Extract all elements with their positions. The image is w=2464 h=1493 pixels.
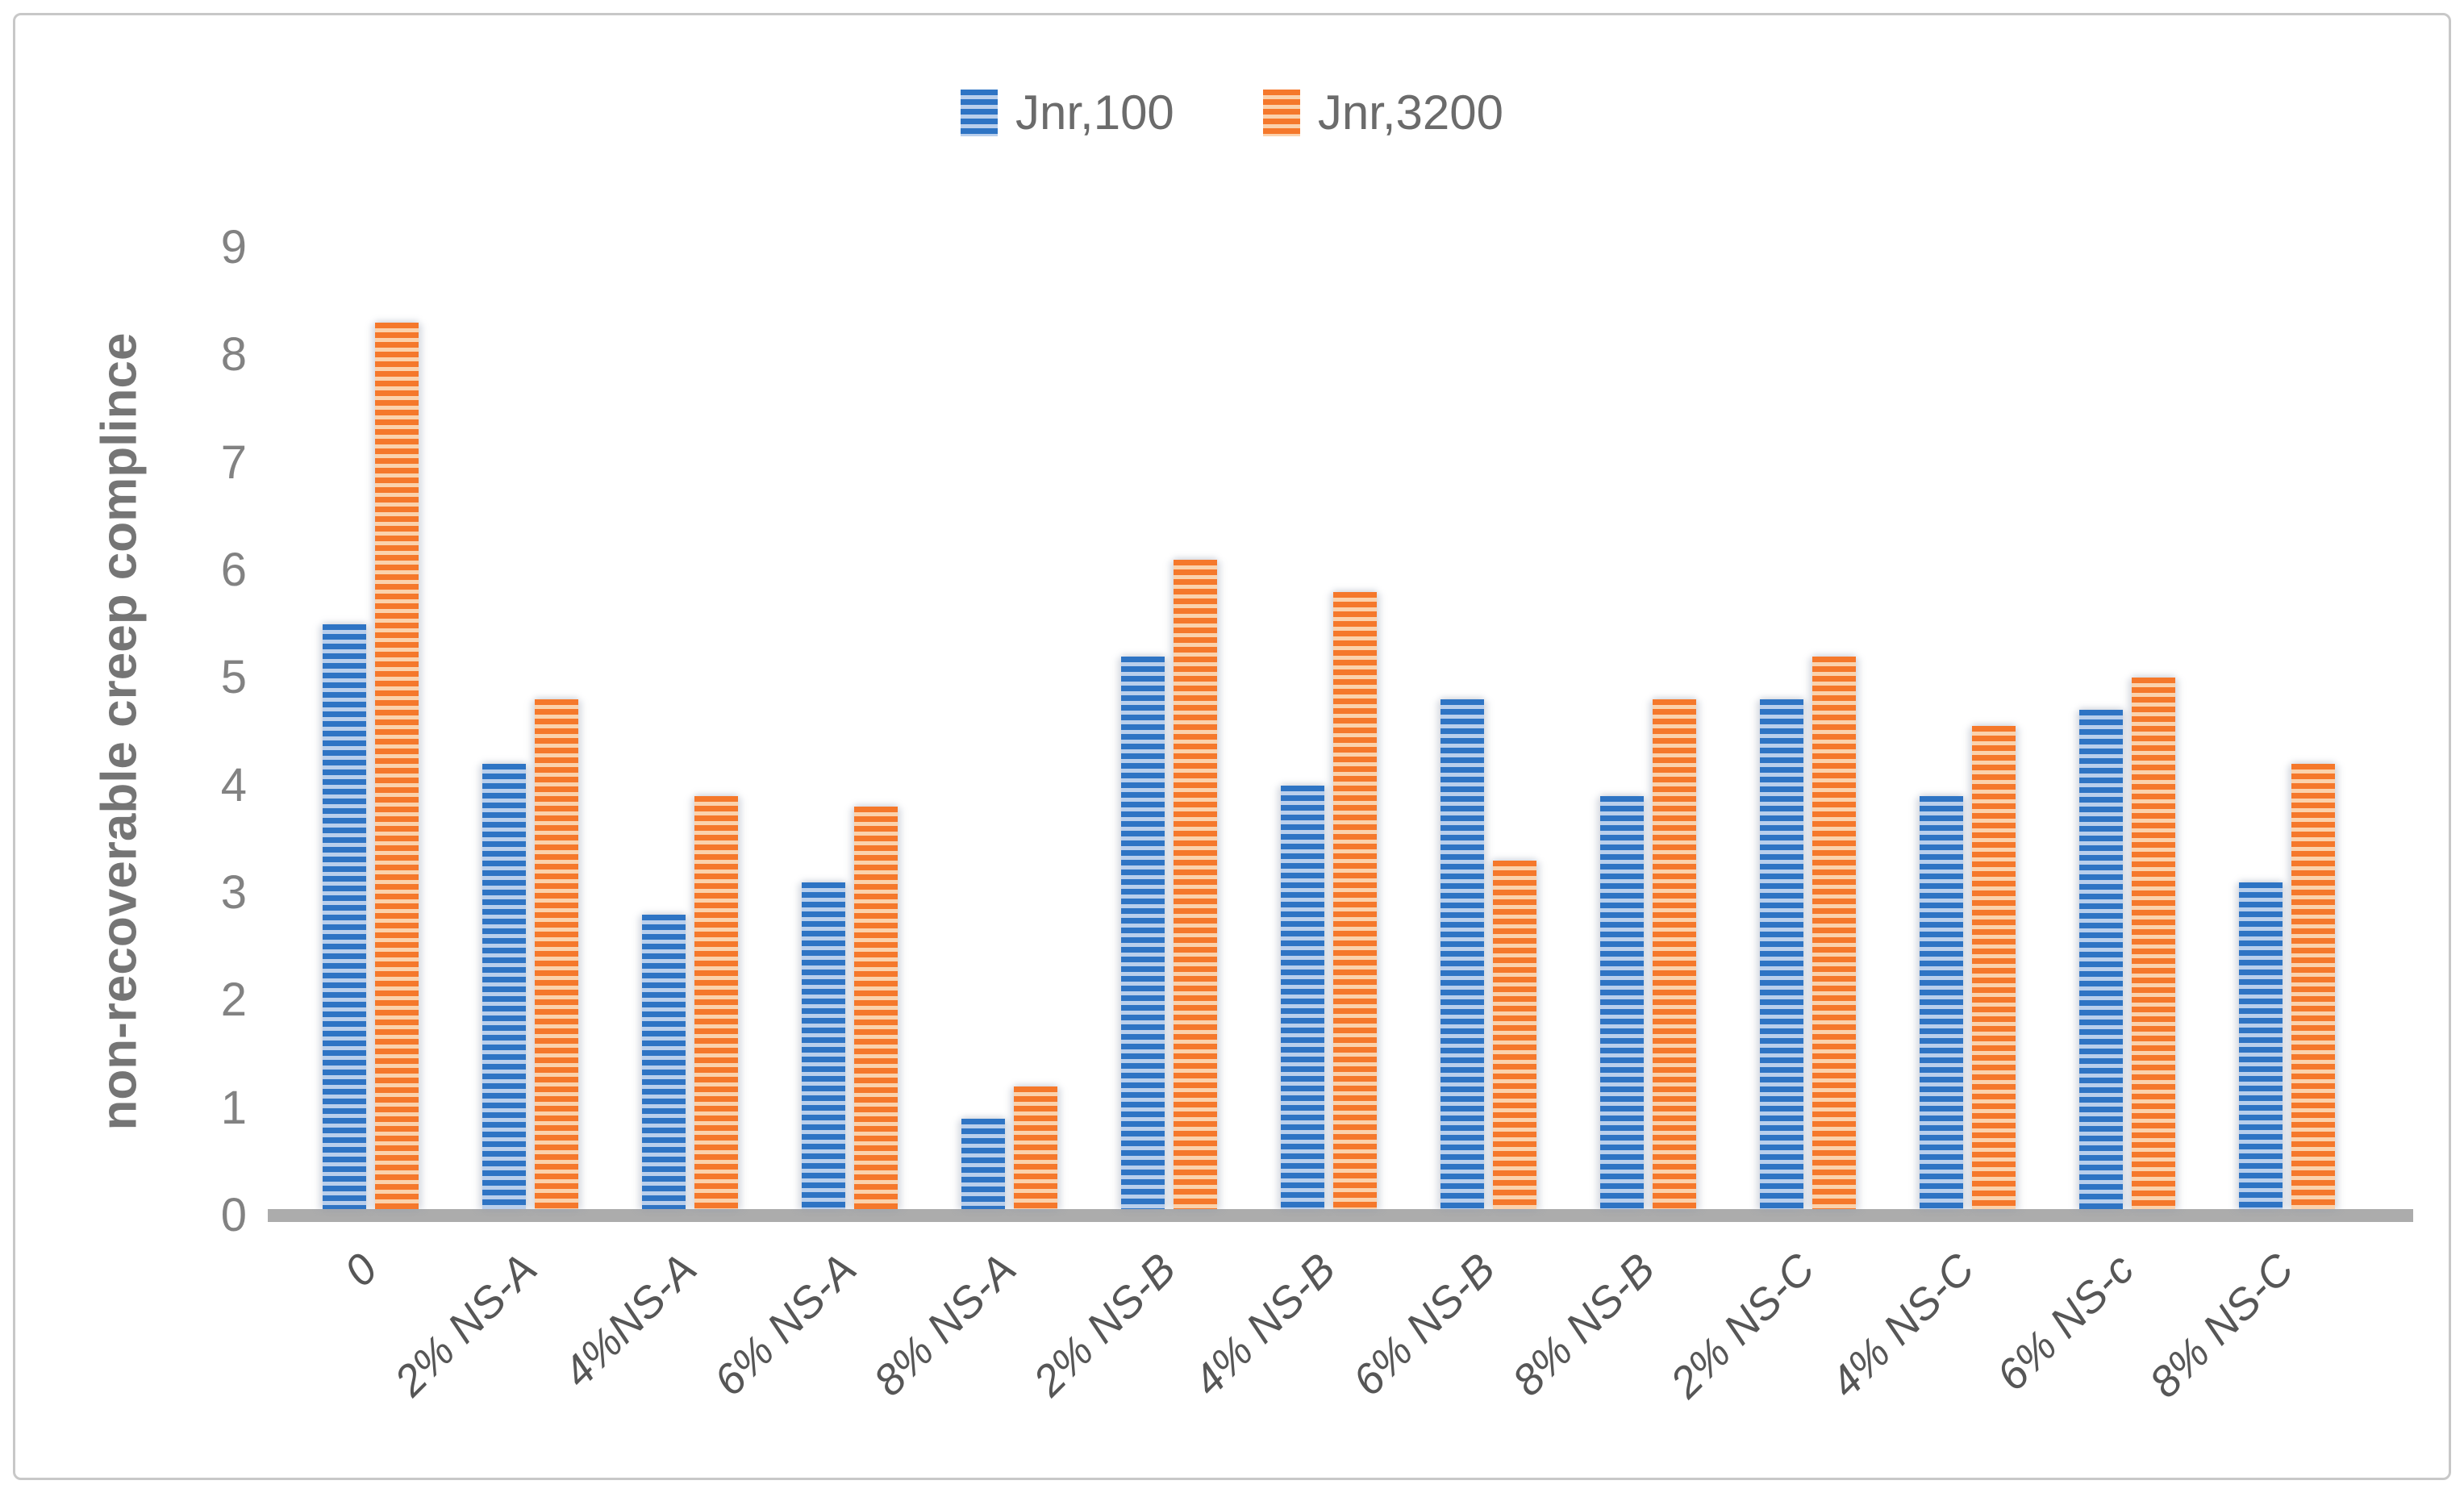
bar [1014, 1086, 1057, 1209]
y-axis-tick-label: 2 [220, 974, 247, 1027]
y-axis-tick-label: 1 [220, 1081, 247, 1134]
y-axis-tick-label: 8 [220, 328, 247, 382]
bar [1600, 796, 1644, 1209]
bar [2132, 678, 2175, 1209]
bar [1493, 861, 1536, 1209]
series-swatch-icon [1262, 90, 1300, 136]
bar [1121, 657, 1165, 1209]
bar [961, 1119, 1005, 1209]
bar [2239, 882, 2283, 1209]
legend-item-jnr3200: Jnr,3200 [1262, 85, 1503, 140]
y-axis-tick-label: 5 [220, 651, 247, 704]
bar [2079, 710, 2123, 1209]
bar [535, 699, 578, 1209]
bar [694, 796, 738, 1209]
bar [323, 624, 366, 1209]
y-axis-tick-label: 9 [220, 221, 247, 274]
y-axis-tick-label: 7 [220, 436, 247, 489]
bar [642, 915, 686, 1209]
legend-item-jnr100: Jnr,100 [960, 85, 1174, 140]
bar [802, 882, 845, 1209]
bar [854, 807, 898, 1209]
bar [375, 323, 419, 1209]
legend-label: Jnr,3200 [1317, 85, 1503, 140]
x-axis-line [268, 1209, 2413, 1222]
bar [1333, 592, 1377, 1209]
legend: Jnr,100 Jnr,3200 [0, 89, 2464, 137]
y-axis-tick-label: 3 [220, 866, 247, 919]
y-axis-tick-label: 4 [220, 758, 247, 811]
legend-label: Jnr,100 [1015, 85, 1174, 140]
bar [1440, 699, 1484, 1209]
bar [1920, 796, 1963, 1209]
bar [1812, 657, 1856, 1209]
bar [1972, 726, 2016, 1209]
figure-border [13, 13, 2451, 1480]
bar [1653, 699, 1696, 1209]
bar [1760, 699, 1803, 1209]
y-axis-tick-label: 6 [220, 544, 247, 597]
series-swatch-icon [960, 90, 998, 136]
y-axis-tick-label: 0 [220, 1189, 247, 1241]
bar [2291, 764, 2335, 1209]
bar [1281, 786, 1324, 1209]
bar [482, 764, 526, 1209]
bar [1174, 560, 1217, 1209]
